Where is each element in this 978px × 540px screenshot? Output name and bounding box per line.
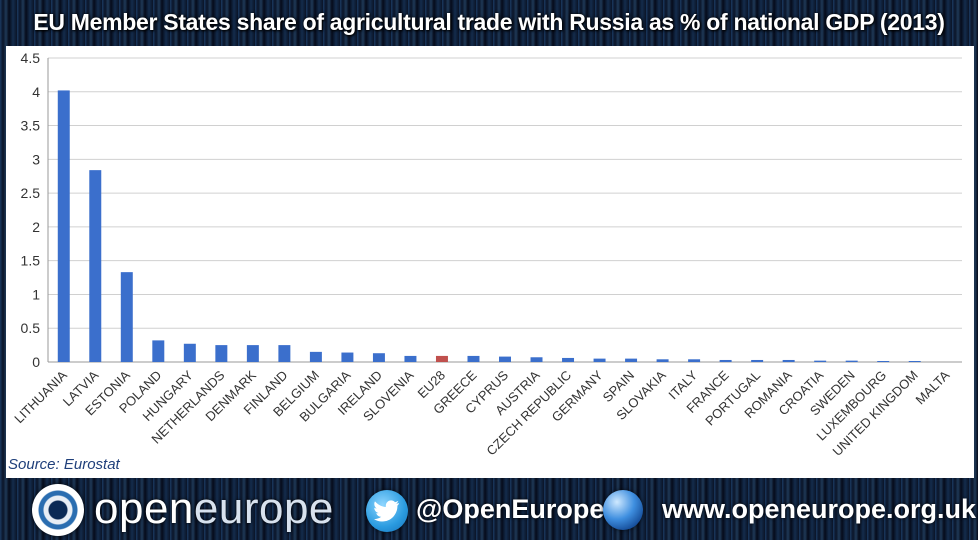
bar-hungary: [183, 343, 196, 362]
y-tick-label: 4.5: [21, 50, 41, 66]
twitter-bird-glyph: [374, 500, 399, 522]
source-note: Source: Eurostat: [8, 456, 120, 473]
bar-czech-republic: [562, 357, 575, 362]
y-tick-label: 0.5: [21, 320, 41, 336]
bar-poland: [152, 340, 165, 362]
bar-germany: [593, 358, 606, 362]
y-tick-label: 3: [32, 151, 40, 167]
brand-part-open: open: [94, 484, 194, 533]
chart-panel: 0 0.5 1 1.5 2 2.5 3 3.5 4 4.5 LITHUANIA LATVIA ESTON…: [6, 46, 974, 478]
bar-ireland: [372, 353, 385, 362]
bar-austria: [530, 357, 543, 362]
bar-croatia: [814, 360, 827, 362]
twitter-bird-icon: [366, 490, 408, 532]
y-tick-label: 4: [32, 84, 40, 100]
bar-belgium: [309, 351, 322, 362]
openeurope-logo-icon: [32, 484, 84, 536]
bar-portugal: [751, 359, 764, 362]
bar-france: [719, 359, 732, 362]
bar-sweden: [845, 360, 858, 362]
bar-latvia: [89, 170, 102, 362]
bar-cyprus: [499, 356, 511, 362]
bar-slovakia: [656, 359, 669, 362]
bar-netherlands: [215, 345, 228, 362]
twitter-handle[interactable]: @OpenEurope: [416, 494, 605, 524]
y-tick-label: 1: [32, 286, 40, 302]
bar-united-kingdom: [908, 361, 921, 362]
bar-chart: 00.511.522.533.544.5LITHUANIALATVIAESTON…: [11, 50, 962, 459]
bar-italy: [688, 359, 701, 362]
website-link[interactable]: www.openeurope.org.uk: [662, 494, 977, 524]
y-tick-label: 1.5: [21, 253, 41, 269]
chart-title: EU Member States share of agricultural t…: [33, 8, 945, 35]
bar-finland: [278, 345, 291, 362]
x-tick-label: MALTA: [912, 367, 952, 407]
y-tick-label: 2.5: [21, 185, 41, 201]
bar-slovenia: [404, 355, 417, 362]
bar-lithuania: [57, 90, 70, 362]
bar-denmark: [246, 345, 259, 362]
y-tick-label: 2: [32, 219, 40, 235]
bar-eu28: [435, 355, 448, 362]
brand-name: openeurope: [94, 483, 334, 535]
bar-luxembourg: [877, 361, 890, 362]
globe-icon: [603, 490, 643, 530]
y-tick-label: 0: [32, 354, 40, 370]
bar-bulgaria: [341, 352, 354, 362]
bar-greece: [467, 355, 480, 362]
bar-estonia: [120, 272, 133, 362]
bar-spain: [625, 358, 638, 362]
brand-part-europe: europe: [193, 484, 334, 533]
y-tick-label: 3.5: [21, 118, 41, 134]
bar-romania: [782, 359, 795, 362]
